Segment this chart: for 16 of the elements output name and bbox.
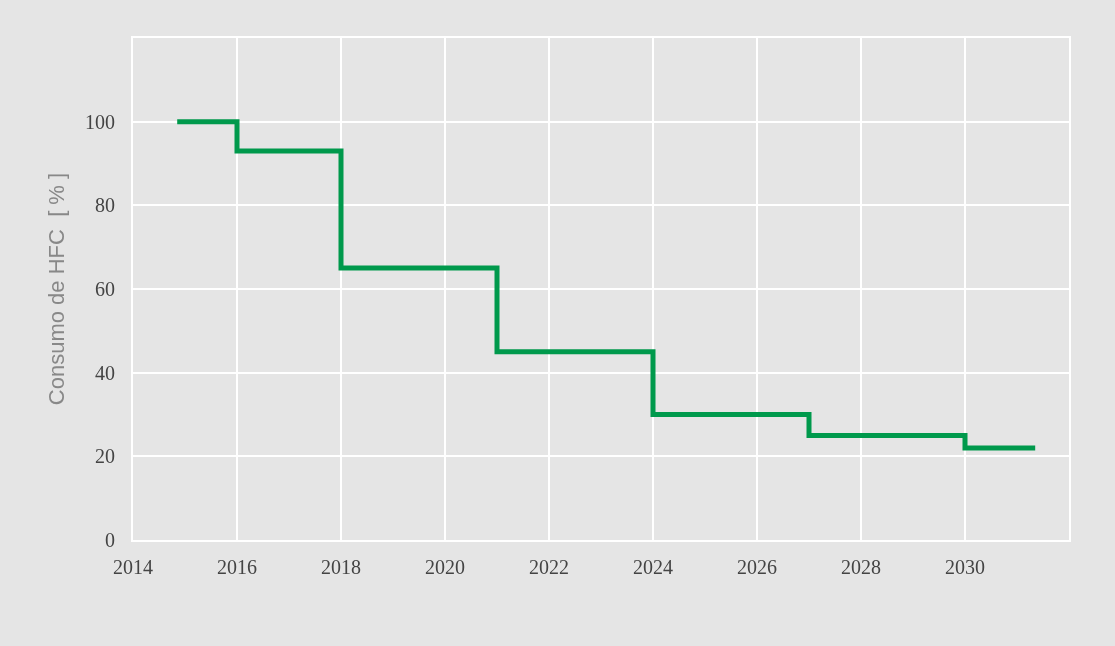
x-tick-label: 2026 (737, 556, 777, 578)
y-tick-label: 100 (85, 110, 115, 133)
x-tick-label: 2018 (321, 556, 361, 578)
x-tick-label: 2014 (113, 556, 153, 578)
y-tick-label: 0 (105, 529, 115, 551)
x-tick-label: 2020 (425, 556, 465, 578)
x-tick-label: 2028 (841, 556, 881, 578)
x-tick-label: 2030 (945, 556, 985, 578)
y-axis-title: Consumo de HFC [ % ] (44, 172, 70, 406)
y-tick-label: 60 (95, 278, 115, 300)
y-tick-label: 80 (95, 194, 115, 217)
x-tick-label: 2016 (217, 556, 257, 578)
x-tick-label: 2024 (633, 556, 673, 578)
y-tick-label: 40 (95, 361, 115, 384)
x-tick-label: 2022 (529, 556, 569, 578)
y-tick-label: 20 (95, 445, 115, 468)
